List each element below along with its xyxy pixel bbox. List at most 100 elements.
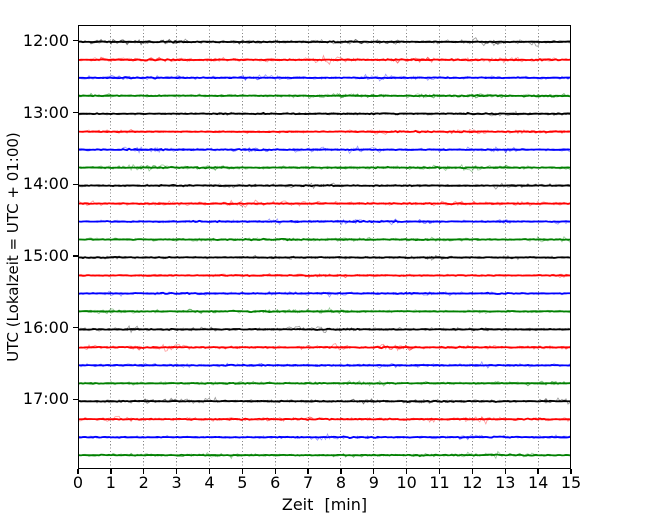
trace-1315 [79,128,570,135]
x-tick-mark [241,469,244,474]
trace-line [79,381,570,385]
minute-gridline [373,26,375,468]
y-tick-label: 17:00 [22,389,69,409]
x-tick-label: 12 [462,473,483,492]
x-tick-label: 13 [495,473,516,492]
x-tick-mark [405,469,408,474]
trace-1730 [79,432,570,441]
x-tick-mark [274,469,276,474]
x-tick-label: 8 [335,473,347,492]
trace-line [79,453,570,457]
x-tick-label: 14 [527,473,549,492]
trace-line [79,435,570,439]
trace-line [79,417,570,421]
trace-1445 [79,235,570,243]
x-tick-label: 4 [204,473,215,492]
minute-gridline [307,26,309,468]
y-tick-mark [73,326,78,329]
x-tick-mark [373,469,375,474]
y-tick-mark [73,255,78,257]
minute-gridline [110,26,112,468]
trace-line [79,94,570,98]
y-tick-label: 14:00 [22,174,69,194]
x-tick-mark [537,469,539,474]
y-tick-mark [73,40,78,42]
x-tick-label: 3 [171,473,182,492]
trace-1545 [79,306,570,315]
y-tick-label: 12:00 [22,30,69,50]
x-tick-label: 15 [560,473,582,492]
trace-1400 [79,182,570,190]
trace-line [79,183,570,188]
trace-1215 [79,54,570,66]
trace-line [79,40,570,44]
y-tick-mark [73,111,78,114]
x-tick-mark [208,469,211,474]
minute-gridline [241,26,243,468]
trace-line [79,399,570,403]
trace-1645 [79,380,570,387]
trace-1715 [79,415,570,425]
trace-1230 [79,73,570,82]
trace-line [79,202,570,206]
x-tick-label: 10 [396,473,417,492]
x-tick-label: 2 [138,473,149,492]
minute-gridline [176,26,178,468]
trace-1430 [79,218,570,226]
x-tick-label: 11 [429,473,450,492]
trace-1245 [79,92,570,100]
minute-gridline [208,26,210,468]
trace-1330 [79,145,570,155]
trace-1300 [79,110,570,117]
trace-1745 [79,450,570,460]
x-tick-mark [471,469,474,474]
trace-line [79,363,570,367]
trace-line [79,345,570,350]
trace-line [79,58,570,62]
minute-gridline [143,26,145,468]
trace-line [79,327,570,331]
trace-line [79,147,570,152]
x-tick-label: 1 [105,473,116,492]
x-tick-label: 7 [302,473,314,492]
trace-line [79,309,570,314]
x-tick-mark [110,469,112,474]
x-tick-mark [340,469,342,474]
trace-line [79,76,570,80]
x-tick-mark [307,469,309,474]
minute-gridline [537,26,539,468]
x-tick-mark [570,469,572,474]
trace-1200 [79,37,570,47]
x-tick-mark [77,469,79,474]
x-axis-title: Zeit [min] [281,495,368,514]
x-tick-label: 5 [237,473,248,492]
x-tick-label: 0 [72,473,84,492]
x-tick-label: 6 [270,473,281,492]
trace-1415 [79,199,570,208]
x-tick-mark [143,469,145,474]
minute-gridline [274,26,276,468]
x-tick-mark [175,469,178,474]
trace-line [79,274,570,277]
y-tick-mark [73,398,78,401]
trace-1700 [79,396,570,405]
trace-line [79,237,570,242]
minute-gridline [439,26,441,468]
trace-1515 [79,273,570,279]
minute-gridline [504,26,506,468]
trace-line [79,255,570,259]
trace-1530 [79,290,570,298]
minute-gridline [340,26,342,468]
x-tick-mark [504,469,506,474]
trace-lines-layer [79,37,570,460]
trace-line [79,129,570,134]
trace-line [79,165,570,170]
y-tick-mark [73,183,78,185]
trace-line [79,291,570,295]
trace-1345 [79,163,570,173]
minute-gridline [406,26,408,468]
x-tick-mark [438,469,441,474]
y-tick-label: 15:00 [22,245,69,265]
y-tick-label: 13:00 [22,102,69,122]
